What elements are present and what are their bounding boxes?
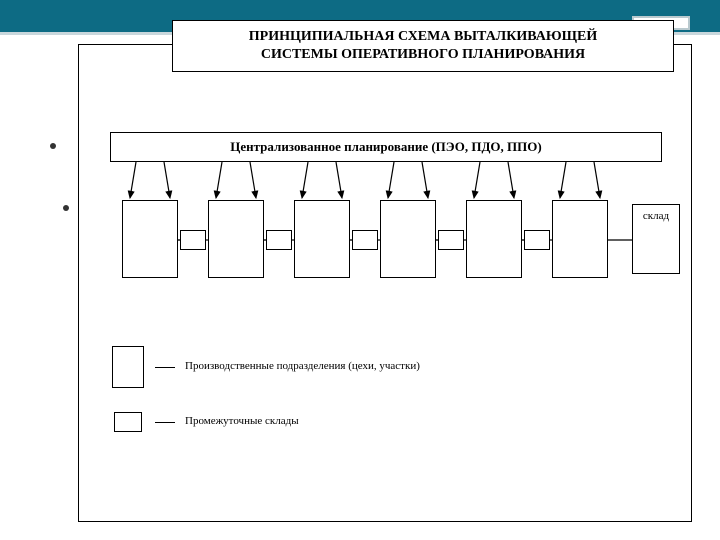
intermediate-box — [438, 230, 464, 250]
legend-1: Производственные подразделения (цехи, уч… — [185, 360, 420, 372]
planning-box: Централизованное планирование (ПЭО, ПДО,… — [110, 132, 662, 162]
intermediate-box — [266, 230, 292, 250]
unit-box — [294, 200, 350, 278]
unit-box — [466, 200, 522, 278]
sklad-box: склад — [632, 204, 680, 274]
unit-box — [122, 200, 178, 278]
intermediate-box — [352, 230, 378, 250]
intermediate-box — [524, 230, 550, 250]
legend-dash-2 — [155, 422, 175, 423]
bullet-2 — [63, 205, 69, 211]
bullet-1 — [50, 143, 56, 149]
legend-dash-1 — [155, 367, 175, 368]
legend-small-icon — [114, 412, 142, 432]
intermediate-box — [180, 230, 206, 250]
diagram-area: склад — [110, 162, 662, 302]
unit-box — [380, 200, 436, 278]
planning-label: Централизованное планирование (ПЭО, ПДО,… — [230, 139, 541, 155]
title-line-2: СИСТЕМЫ ОПЕРАТИВНОГО ПЛАНИРОВАНИЯ — [183, 46, 663, 64]
title-box: ПРИНЦИПИАЛЬНАЯ СХЕМА ВЫТАЛКИВАЮЩЕЙ СИСТЕ… — [172, 20, 674, 72]
legend-unit-icon — [112, 346, 144, 388]
legend-2: Промежуточные склады — [185, 415, 299, 427]
unit-box — [208, 200, 264, 278]
title-line-1: ПРИНЦИПИАЛЬНАЯ СХЕМА ВЫТАЛКИВАЮЩЕЙ — [183, 28, 663, 46]
unit-box — [552, 200, 608, 278]
